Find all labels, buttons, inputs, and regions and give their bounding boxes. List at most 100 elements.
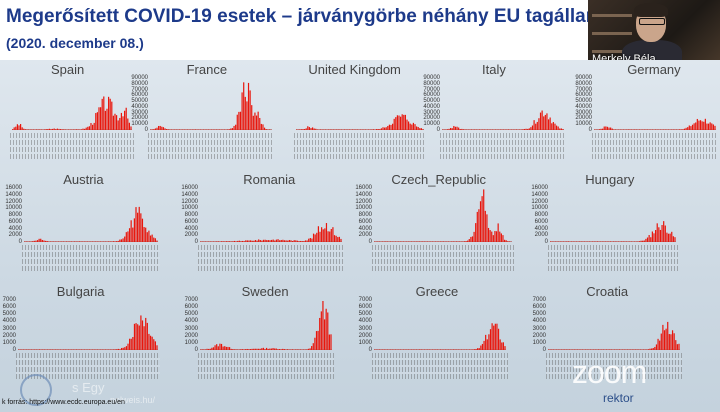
case-bar [214,345,216,350]
case-bar [245,240,247,242]
case-bar [135,207,137,242]
case-bar [51,349,53,350]
case-bar [690,126,692,130]
y-tick-label: 3000 [358,325,372,332]
bar-plot [296,114,424,130]
case-bar [267,348,269,350]
case-bar [79,129,81,130]
case-bar [663,129,665,130]
case-bar [208,241,210,242]
case-bar [32,349,34,350]
case-bar [323,319,326,350]
case-bar [45,349,47,350]
case-bar [470,129,473,130]
case-bar [550,241,552,242]
case-bar [327,231,329,242]
y-tick-label: 50000 [575,98,592,105]
case-bar [302,129,304,130]
case-bar [116,241,118,242]
case-bar [175,129,177,130]
case-bar [114,113,116,130]
case-bar [666,232,668,242]
case-bar [101,241,103,242]
case-bar [140,213,142,242]
case-bar [506,129,508,130]
case-bar [48,241,50,242]
case-bar [360,129,362,130]
case-bar [470,236,472,242]
x-axis-date-labels [294,133,426,159]
case-bar [26,349,28,350]
y-tick-label: 2000 [534,232,548,239]
case-bar [561,241,563,242]
case-bar [556,241,558,242]
case-bar [153,237,155,242]
case-bar [654,346,656,350]
participant-video-tile[interactable]: Merkely Béla [588,0,720,68]
case-bar [44,129,46,130]
y-tick-label: 5000 [184,311,198,318]
case-bar [330,229,332,242]
case-bar [130,126,132,130]
case-bar [530,127,532,130]
case-bar [489,230,491,242]
case-bar [222,346,224,350]
case-bar [253,240,255,242]
case-bar [401,241,403,242]
case-bar [116,349,118,350]
case-bar [583,349,585,350]
case-bar [630,349,632,350]
case-bar [595,241,597,242]
case-bar [393,118,395,130]
case-bar [552,122,554,130]
case-bar [481,343,484,350]
case-bar [82,128,84,130]
case-bar [599,349,601,350]
case-bar [472,349,474,350]
case-bar [297,129,299,130]
case-bar [266,240,268,242]
case-bar [304,349,306,350]
case-bar [51,241,53,242]
case-bar [293,349,295,350]
case-bar [492,235,494,242]
case-bar [355,129,357,130]
case-bar [428,349,430,350]
bar-plot [442,110,564,130]
case-bar [608,127,610,130]
y-tick-label: 2000 [184,232,198,239]
case-bar [283,240,286,242]
case-bar [471,236,474,242]
y-tick-label: 60000 [575,92,592,99]
case-bar [398,115,400,130]
case-bar [311,238,313,242]
case-bar [77,349,79,350]
case-bar [512,129,514,130]
case-bar [342,129,344,130]
case-bar [661,129,663,130]
case-bar [496,323,498,350]
case-bar [554,123,556,130]
case-bar [627,129,629,130]
case-bar [240,241,242,242]
case-bar [22,349,25,350]
y-tick-label: 70000 [423,86,440,93]
case-bar [300,129,302,130]
case-bar [659,340,661,350]
case-bar [605,349,608,350]
case-bar [325,308,327,350]
case-bar [211,129,213,130]
participant-glasses [639,18,665,25]
case-bar [101,349,103,350]
case-bar [412,349,414,350]
case-bar [495,231,498,242]
case-bar [256,240,258,242]
case-bar [499,129,501,130]
case-bar [340,238,342,242]
y-tick-label: 4000 [184,225,198,232]
y-tick-label: 7000 [2,297,16,303]
case-bar [74,241,76,242]
case-bar [556,349,558,350]
case-bar [604,241,607,242]
case-bar [127,343,129,350]
